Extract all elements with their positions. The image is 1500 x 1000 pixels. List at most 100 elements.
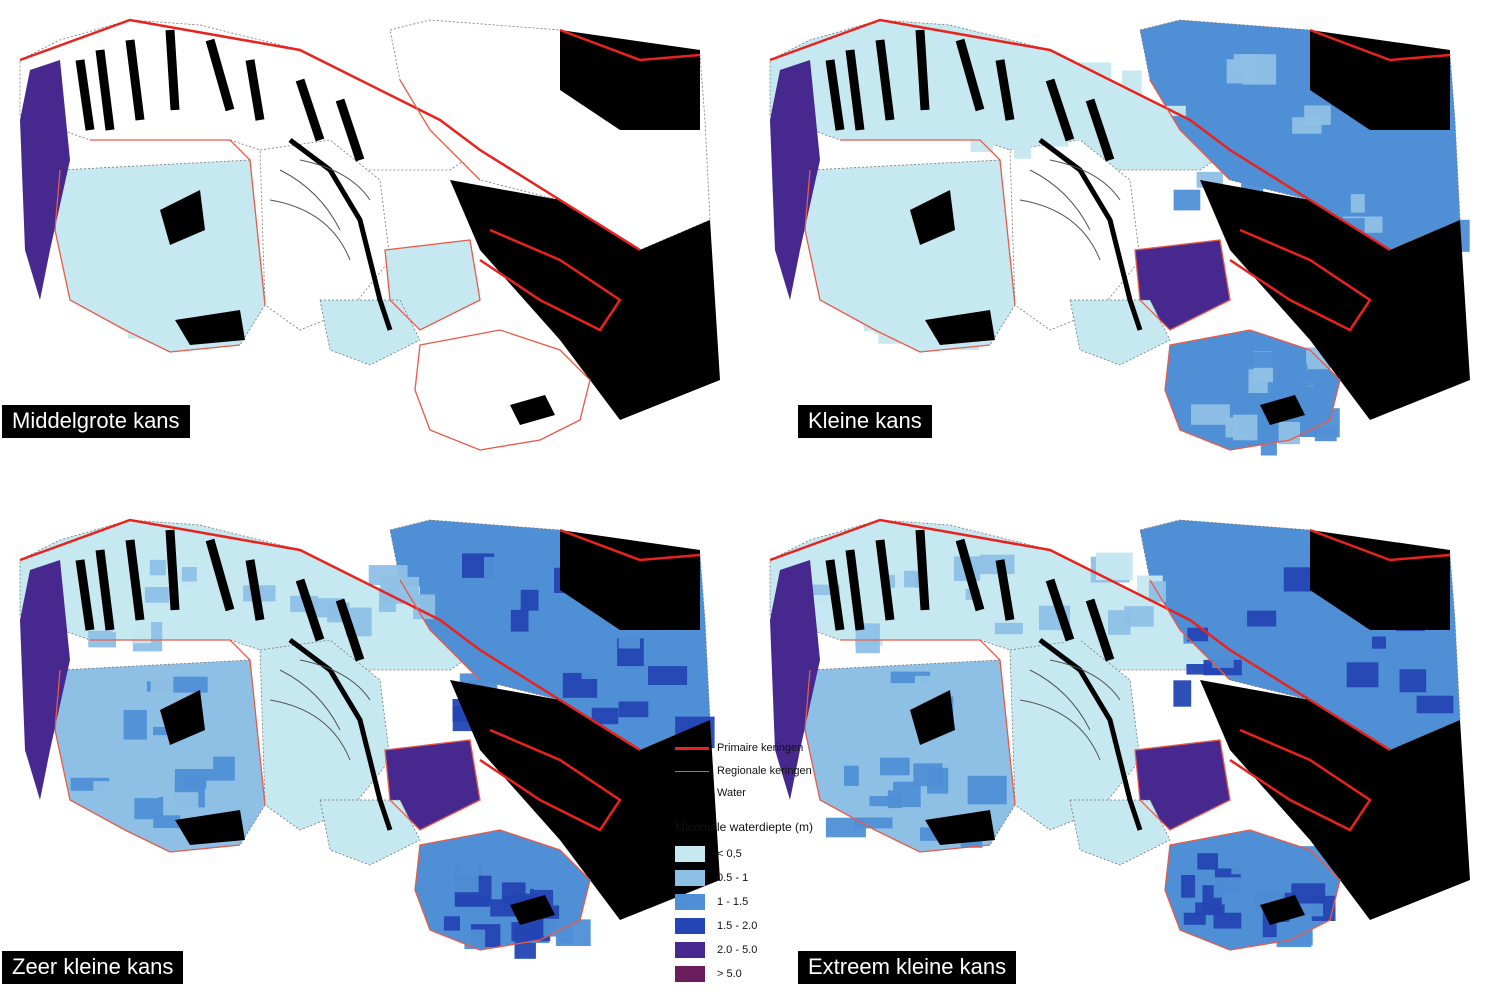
flood-depth-cell xyxy=(1173,680,1192,707)
legend-item-primary-dike: Primaire keringen xyxy=(675,739,803,757)
legend-depth-title: Maximale waterdiepte (m) xyxy=(675,820,814,834)
flood-depth-cell xyxy=(1416,626,1449,647)
primary-dike-line xyxy=(1229,228,1372,332)
legend-item-depth-class: < 0,5 xyxy=(675,845,742,863)
regional-dike-line xyxy=(384,739,481,831)
flood-depth-cell xyxy=(1213,912,1242,929)
regional-dike-line xyxy=(414,329,591,451)
depth-color-swatch xyxy=(675,894,705,910)
flood-depth-cell xyxy=(1277,625,1300,640)
flood-depth-cell xyxy=(927,767,949,794)
regional-dike-line xyxy=(1164,329,1341,451)
flood-depth-cell xyxy=(443,916,460,931)
flood-depth-cell xyxy=(543,918,567,937)
flood-depth-cell xyxy=(173,754,208,767)
depth-color-swatch xyxy=(675,870,705,886)
district-south-2 xyxy=(319,299,421,366)
regional-dike-line xyxy=(804,169,991,353)
map-panel-kleine-kans: Kleine kans xyxy=(750,0,1500,500)
flood-depth-cell xyxy=(1014,83,1042,109)
water-amstel xyxy=(1038,138,1143,331)
regional-dike-line xyxy=(1149,579,1231,681)
district-centre xyxy=(259,639,391,831)
flood-depth-cell xyxy=(173,676,208,693)
flood-depth-cell xyxy=(939,267,971,287)
flood-depth-cell xyxy=(1245,86,1274,98)
district-south-2 xyxy=(1069,299,1171,366)
water-ij-north xyxy=(1310,30,1450,130)
flood-depth-cell xyxy=(118,250,154,276)
flood-depth-cell xyxy=(1216,120,1253,152)
flood-depth-cell xyxy=(861,185,880,214)
depth-color-swatch xyxy=(675,846,705,862)
flood-depth-cell xyxy=(114,794,133,810)
water-nieuwe-meer xyxy=(175,310,245,345)
regional-dike-line xyxy=(1149,79,1231,181)
flood-depth-cell xyxy=(206,780,246,802)
water-sloterplas xyxy=(910,690,955,745)
flood-depth-cell xyxy=(909,291,935,313)
canal-ring xyxy=(1019,159,1121,261)
flood-depth-cell xyxy=(1181,875,1196,898)
flood-depth-cell xyxy=(1338,697,1365,712)
flood-depth-cell xyxy=(949,716,988,738)
legend-label: 2.0 - 5.0 xyxy=(717,944,758,956)
flood-depth-cell xyxy=(970,129,993,152)
district-centre xyxy=(259,139,391,331)
legend-label: > 5.0 xyxy=(717,968,742,980)
flood-depth-cell xyxy=(93,781,121,793)
primary-dike-line xyxy=(1229,728,1372,832)
flood-depth-cell xyxy=(134,797,164,820)
regional-dike-line xyxy=(1134,739,1231,831)
flood-depth-cell xyxy=(931,280,947,306)
flood-depth-cell xyxy=(1213,551,1250,563)
flood-depth-cell xyxy=(1108,610,1131,635)
depth-color-swatch xyxy=(675,942,705,958)
flood-depth-cell xyxy=(88,630,116,648)
primary-dike-line xyxy=(479,728,622,832)
flood-depth-cell xyxy=(1299,903,1324,917)
flood-depth-cell xyxy=(846,226,876,240)
panel-title: Kleine kans xyxy=(798,405,932,438)
water-amstel xyxy=(1038,638,1143,831)
flood-depth-cell xyxy=(1197,853,1218,870)
regional-dike-line xyxy=(90,639,266,806)
flood-depth-cell xyxy=(869,796,893,807)
water-amstel xyxy=(288,138,393,331)
water-gaasperplas xyxy=(510,895,555,925)
flood-depth-cell xyxy=(1346,662,1379,688)
flood-depth-cell xyxy=(876,705,894,725)
flood-depth-cell xyxy=(1233,414,1258,441)
flood-depth-cell xyxy=(1278,421,1300,445)
flood-depth-cell xyxy=(1247,99,1262,122)
district-southeast xyxy=(414,329,591,451)
flood-depth-cell xyxy=(181,284,199,301)
primary-dike-line xyxy=(769,518,1391,752)
flood-map xyxy=(19,18,720,451)
flood-depth-cell xyxy=(1314,427,1337,442)
legend-item-depth-class: 2.0 - 5.0 xyxy=(675,941,757,959)
flood-depth-cell xyxy=(964,679,989,708)
flood-depth-cell xyxy=(1213,877,1243,898)
flood-depth-cell xyxy=(1183,912,1206,925)
flood-depth-cell xyxy=(825,817,866,838)
legend-label: Water xyxy=(717,787,746,799)
flood-depth-cell xyxy=(833,273,861,291)
flood-depth-cell xyxy=(147,305,187,323)
water-harbours xyxy=(825,529,1115,662)
flood-depth-cell xyxy=(144,587,170,603)
flood-depth-cell xyxy=(869,736,888,757)
flood-depth-cell xyxy=(935,234,950,260)
legend-label: < 0,5 xyxy=(717,848,742,860)
flood-depth-cell xyxy=(887,790,902,809)
legend-label: Regionale keringen xyxy=(717,765,812,777)
flood-depth-cell xyxy=(174,769,215,785)
primary-dike-line xyxy=(769,18,1391,252)
flood-depth-cell xyxy=(510,609,529,632)
flood-depth-cell xyxy=(1122,70,1142,97)
flood-depth-cell xyxy=(1226,59,1256,84)
flood-depth-cell xyxy=(1114,112,1149,142)
flood-depth-cell xyxy=(1173,189,1201,211)
flood-depth-cell xyxy=(823,173,857,195)
legend-item-depth-class: 0.5 - 1 xyxy=(675,869,748,887)
